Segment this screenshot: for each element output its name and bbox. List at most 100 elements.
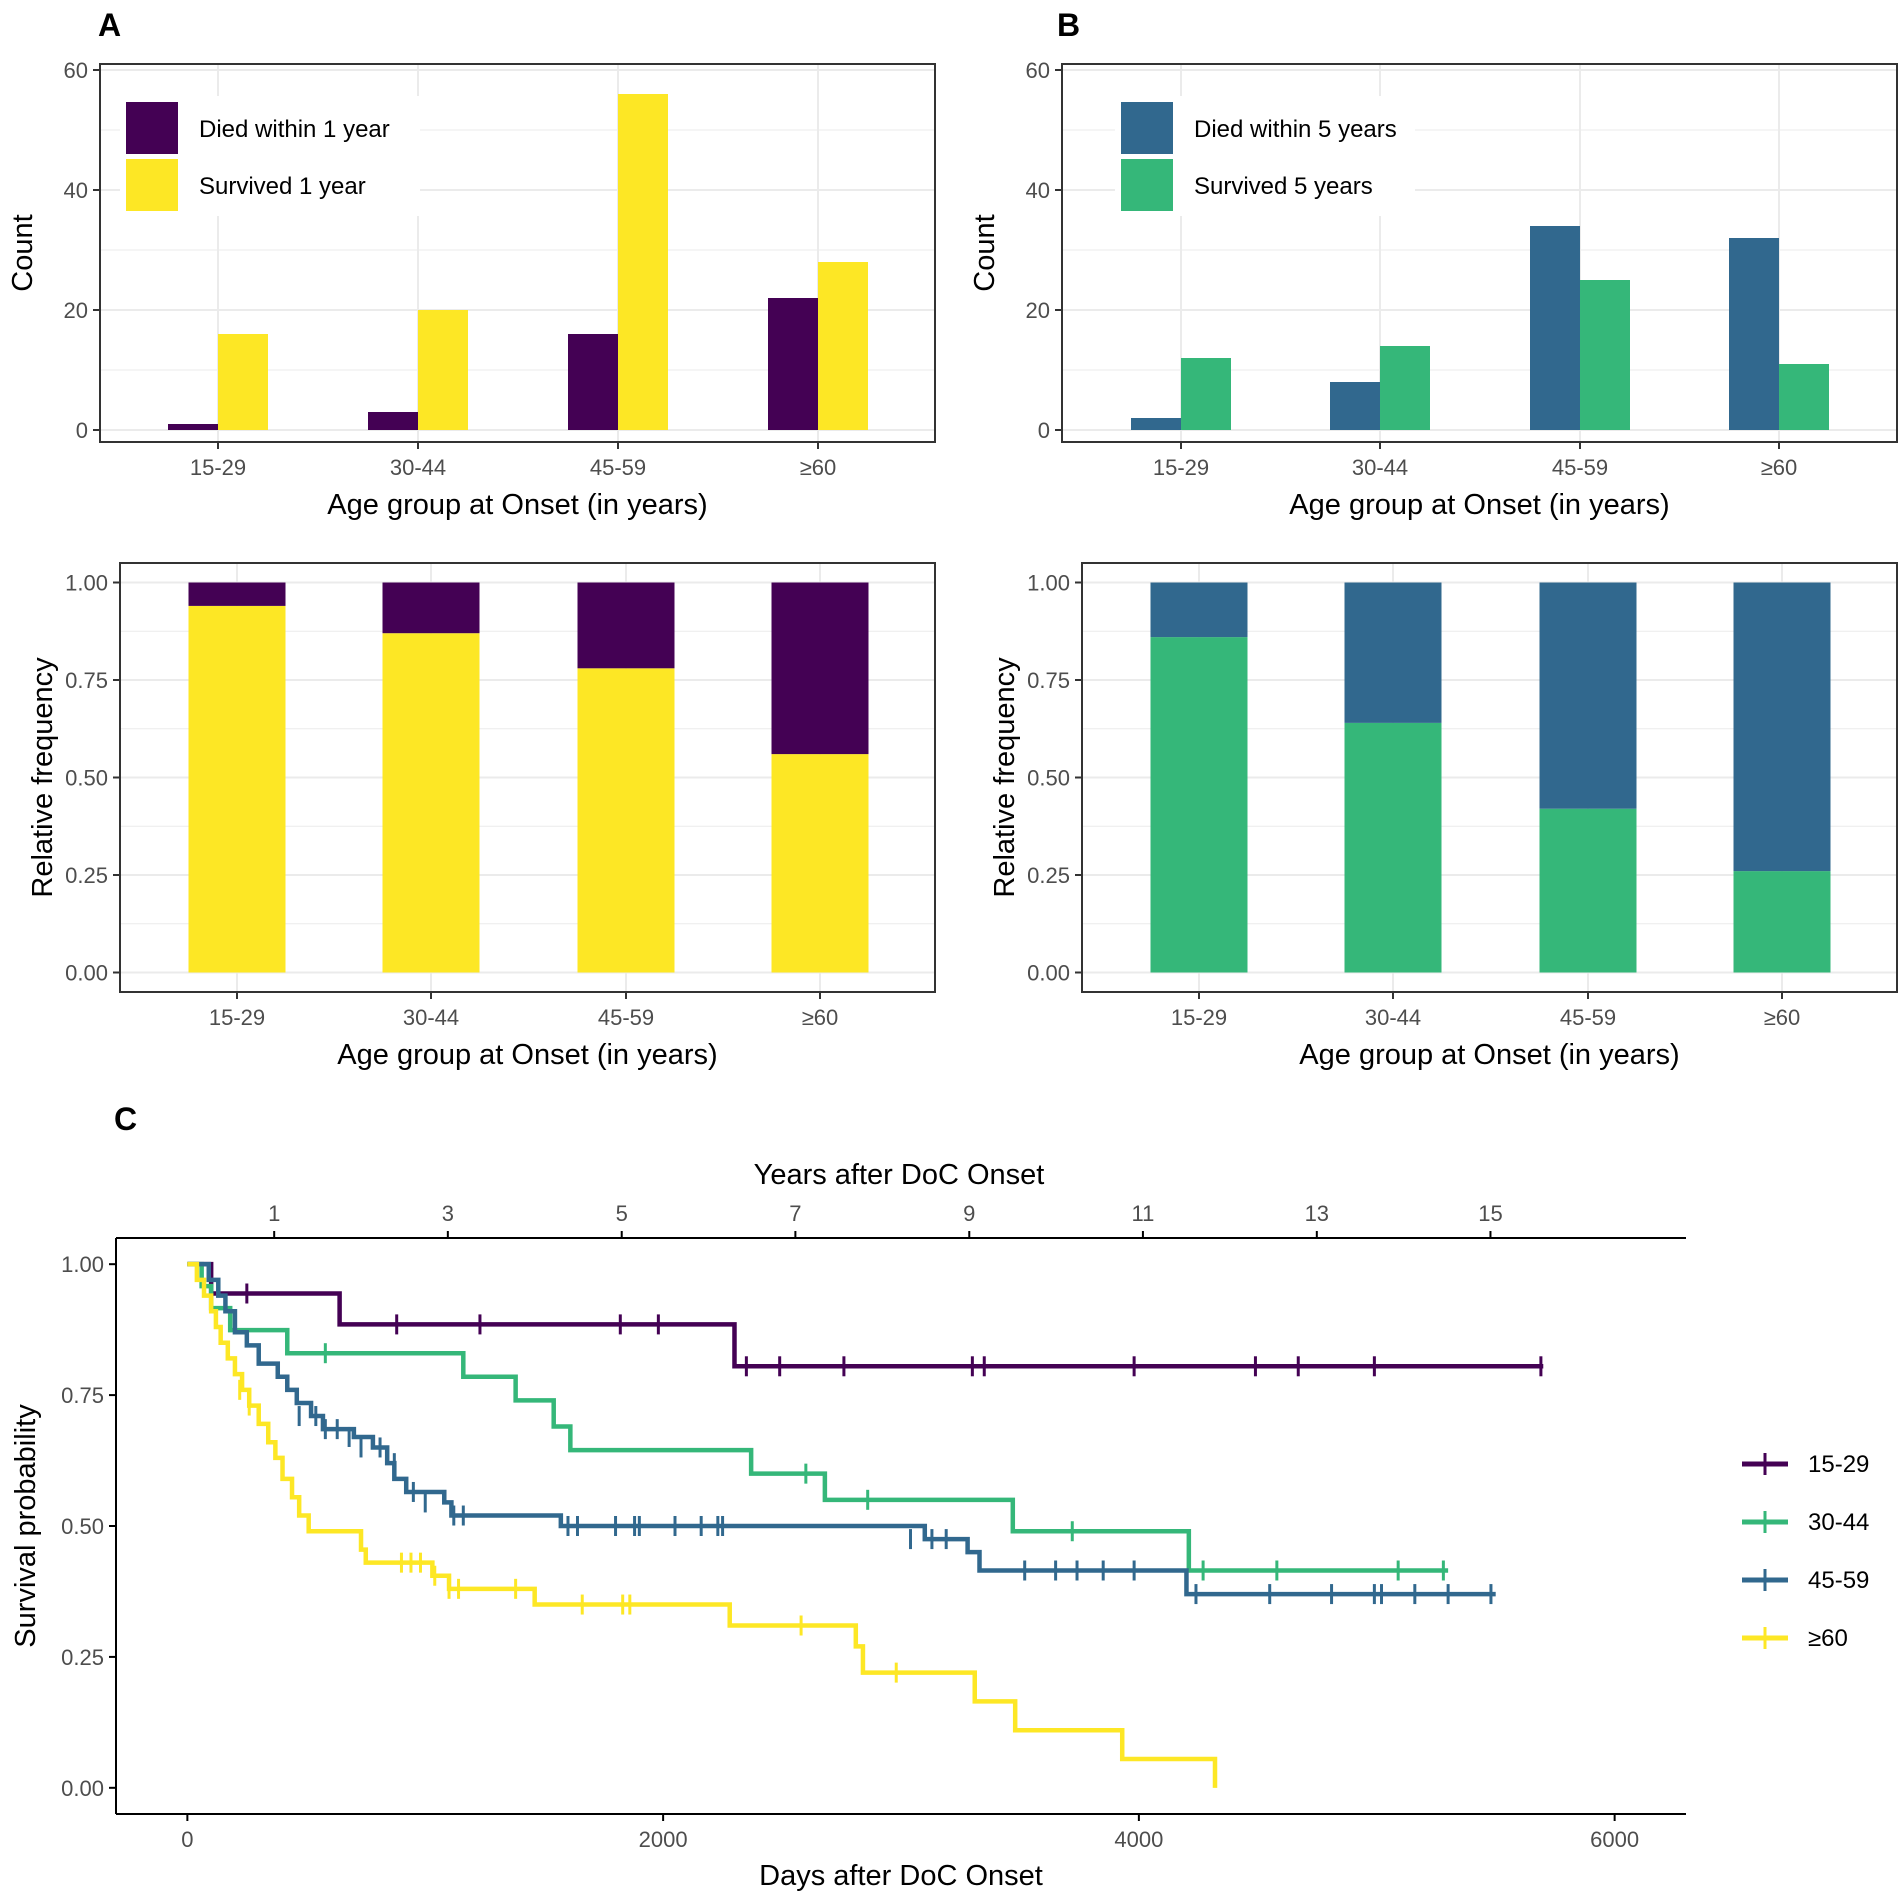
legend-label: 30-44	[1808, 1509, 1869, 1536]
bar-died-1y-1	[168, 424, 218, 430]
bar-died-5y-3	[1530, 226, 1580, 430]
bar-died-5y-1	[1131, 418, 1181, 430]
y-tick-label: 0.25	[1027, 863, 1070, 888]
legend-label: 45-59	[1808, 1567, 1869, 1594]
x-tick-label: 15-29	[209, 1005, 265, 1030]
x-tick-label: 15-29	[1153, 455, 1209, 480]
x-tick-label: 0	[181, 1827, 193, 1852]
bar-died-1y-3	[568, 334, 618, 430]
plot-frame	[1061, 63, 1898, 443]
y-tick-label: 60	[1026, 58, 1050, 83]
y-axis-title: Count	[969, 214, 1001, 291]
x-tick-label: 45-59	[590, 455, 646, 480]
bar-died-1y-4	[771, 582, 869, 755]
x-tick-label: ≥60	[800, 455, 837, 480]
x-tick-label: ≥60	[1764, 1005, 1801, 1030]
y-tick-label: 1.00	[61, 1252, 104, 1277]
y-axis-title: Relative frequency	[27, 657, 59, 898]
bar-died-1y-1	[188, 582, 286, 606]
bar-survived-5y-2	[1344, 722, 1442, 973]
top-x-tick-label: 3	[442, 1201, 454, 1226]
top-x-tick-label: 11	[1132, 1201, 1155, 1226]
bar-survived-5y-1	[1150, 637, 1248, 973]
x-tick-label: 30-44	[1365, 1005, 1421, 1030]
y-tick-label: 0.75	[65, 668, 108, 693]
panel-label-a: A	[98, 7, 121, 43]
y-tick-label: 0.25	[61, 1645, 104, 1670]
chart-a-count: 0 20 40 60 15-29 30-44 45-59 ≥60 Age group at On…	[7, 58, 936, 521]
y-tick-label: 0.00	[1027, 961, 1070, 986]
bar-survived-1y-4	[818, 262, 868, 430]
legend-swatch	[126, 102, 178, 154]
legend-label: ≥60	[1808, 1625, 1848, 1652]
bar-died-5y-2	[1330, 382, 1380, 430]
km-curve-2	[187, 1261, 1449, 1573]
bar-survived-5y-2	[1380, 346, 1430, 430]
bar-died-1y-4	[768, 298, 818, 430]
bar-died-5y-1	[1150, 582, 1248, 638]
legend-label: Survived 5 years	[1194, 173, 1373, 200]
x-tick-label: 30-44	[403, 1005, 459, 1030]
legend-label: 15-29	[1808, 1451, 1869, 1478]
bar-survived-1y-2	[382, 633, 480, 973]
top-x-tick-label: 15	[1478, 1201, 1502, 1226]
y-tick-label: 1.00	[65, 571, 108, 596]
bar-died-1y-2	[368, 412, 418, 430]
x-tick-label: 45-59	[598, 1005, 654, 1030]
bar-survived-1y-1	[188, 605, 286, 973]
panel-label-b: B	[1057, 7, 1080, 43]
bar-survived-5y-4	[1733, 871, 1831, 973]
y-tick-label: 0.50	[65, 766, 108, 791]
bar-survived-5y-4	[1779, 364, 1829, 430]
x-tick-label: 4000	[1114, 1827, 1163, 1852]
top-x-tick-label: 5	[616, 1201, 628, 1226]
y-tick-label: 20	[1026, 298, 1050, 323]
x-tick-label: 45-59	[1552, 455, 1608, 480]
bar-died-5y-4	[1733, 582, 1831, 872]
plot-frame	[99, 63, 936, 443]
y-tick-label: 0.00	[61, 1776, 104, 1801]
x-tick-label: 2000	[639, 1827, 688, 1852]
x-tick-label: ≥60	[1761, 455, 1798, 480]
y-tick-label: 0.00	[65, 961, 108, 986]
legend-label: Survived 1 year	[199, 173, 366, 200]
top-x-tick-label: 1	[268, 1201, 280, 1226]
x-tick-label: 30-44	[1352, 455, 1408, 480]
y-tick-label: 0	[76, 418, 88, 443]
y-tick-label: 0.50	[1027, 766, 1070, 791]
x-axis-title: Age group at Onset (in years)	[327, 489, 707, 521]
x-axis-title: Days after DoC Onset	[759, 1860, 1043, 1892]
legend-swatch	[1121, 159, 1173, 211]
bar-died-5y-2	[1344, 582, 1442, 723]
bar-survived-1y-1	[218, 334, 268, 430]
top-x-axis-title: Years after DoC Onset	[754, 1159, 1045, 1191]
chart-b-count: 0 20 40 60 15-29 30-44 45-59 ≥60 Age group at On…	[969, 58, 1898, 521]
bar-died-1y-3	[577, 582, 675, 669]
legend-swatch	[1121, 102, 1173, 154]
x-tick-label: 15-29	[1171, 1005, 1227, 1030]
y-tick-label: 40	[1026, 178, 1050, 203]
bar-survived-1y-4	[771, 754, 869, 973]
legend-swatch	[126, 159, 178, 211]
bar-survived-1y-3	[618, 94, 668, 430]
y-tick-label: 1.00	[1027, 571, 1070, 596]
chart-a-relative-frequency: 0.00 0.25 0.50 0.75 1.00 15-29 30-44 45-59 ≥60 Ag…	[27, 562, 936, 1071]
bar-survived-5y-3	[1580, 280, 1630, 430]
bar-died-5y-4	[1729, 238, 1779, 430]
y-axis-title: Count	[7, 214, 39, 291]
x-axis-title: Age group at Onset (in years)	[337, 1039, 717, 1071]
x-tick-label: 6000	[1590, 1827, 1639, 1852]
bar-died-5y-3	[1539, 582, 1637, 809]
y-tick-label: 60	[64, 58, 88, 83]
bar-survived-1y-3	[577, 668, 675, 973]
y-tick-label: 40	[64, 178, 88, 203]
top-x-tick-label: 9	[963, 1201, 975, 1226]
km-curve-1	[187, 1261, 1544, 1369]
x-axis-title: Age group at Onset (in years)	[1289, 489, 1669, 521]
x-tick-label: 30-44	[390, 455, 446, 480]
km-curve-4	[187, 1261, 1218, 1788]
y-tick-label: 0	[1038, 418, 1050, 443]
km-curve-3	[187, 1261, 1496, 1597]
